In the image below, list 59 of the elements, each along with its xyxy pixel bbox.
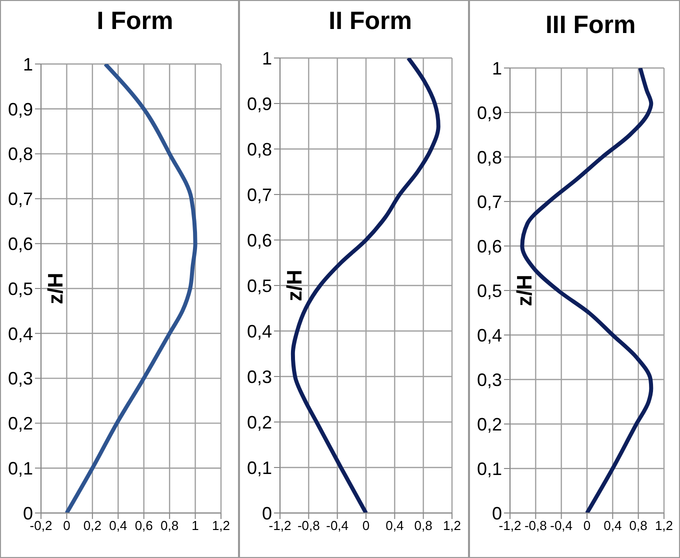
x-tick-label: 1 [192,518,199,534]
y-tick-label: 0,4 [476,325,502,346]
y-tick-label: 0,8 [476,147,502,168]
y-tick-label: 0,5 [8,278,33,299]
y-tick-label: 1 [22,54,33,74]
x-tick-label: 0,8 [160,518,179,534]
x-tick-label: -0,4 [326,518,349,534]
y-tick-label: 0,7 [476,192,502,212]
y-axis-title: z/H [284,270,307,302]
y-tick-label: 0,9 [476,102,502,123]
y-tick-label: 0,6 [247,230,272,250]
y-axis-title: z/H [44,272,68,304]
x-tick-label: -0,4 [550,518,572,534]
x-tick-label: 0,4 [603,518,622,534]
x-tick-label: 1,2 [212,518,230,534]
line-series [64,64,198,513]
x-tick-label: 0 [63,518,70,534]
chart-title: I Form [96,7,174,36]
x-tick-label: -0,8 [298,518,320,534]
x-tick-label: 0,2 [83,518,102,534]
y-tick-label: 0,3 [476,370,502,390]
y-tick-label: 0,8 [247,139,272,160]
y-tick-label: 0,1 [476,458,502,479]
x-tick-label: 0,4 [109,518,128,534]
x-tick-label: -0,8 [524,518,546,534]
y-tick-label: 0,4 [8,324,33,344]
x-tick-label: 0,4 [386,518,404,534]
x-tick-label: -1,2 [498,518,521,534]
y-tick-label: 0,3 [8,368,33,389]
y-tick-label: 0,1 [8,458,33,478]
x-tick-label: 0 [583,518,590,534]
y-tick-label: 1 [492,58,502,78]
x-tick-label: -1,2 [269,518,292,534]
y-tick-label: 0,9 [8,99,33,120]
y-tick-label: 0,7 [8,189,33,210]
chart-title: II Form [328,7,413,36]
y-tick-label: 0,6 [8,234,33,254]
y-tick-label: 0,8 [8,144,33,164]
y-tick-label: 0,3 [247,366,272,387]
y-tick-label: 0,4 [247,321,272,342]
y-tick-label: 0,1 [247,458,272,478]
x-tick-label: 0,8 [414,518,433,534]
y-tick-label: 1 [262,48,272,68]
x-tick-label: 0,6 [134,518,153,534]
y-axis-title: z/H [513,274,536,306]
y-tick-label: 0,5 [476,280,502,301]
y-tick-label: 0,6 [476,236,502,256]
x-tick-label: -0,2 [30,518,52,534]
x-tick-label: 0,8 [628,518,647,534]
y-tick-label: 0,2 [247,412,272,432]
x-tick-label: 1,2 [654,518,673,534]
y-tick-label: 0,7 [247,184,272,205]
chart-title: III Form [544,11,637,40]
y-tick-label: 0,2 [476,414,502,434]
x-tick-label: 0 [362,518,370,534]
y-tick-label: 0,5 [247,276,272,296]
x-tick-label: 1,2 [443,518,462,534]
y-tick-label: 0,9 [247,94,272,114]
y-tick-label: 0,2 [8,414,33,434]
